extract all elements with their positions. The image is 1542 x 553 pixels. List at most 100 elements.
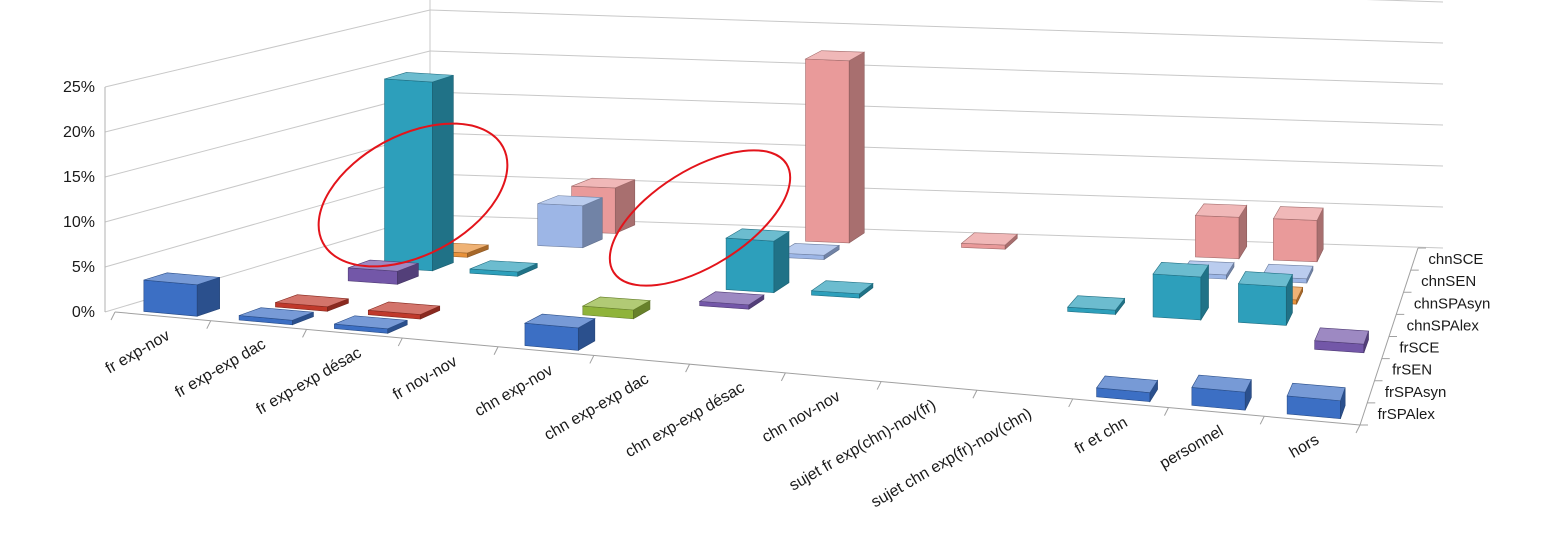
category-label: fr nov-nov bbox=[390, 353, 460, 403]
bar-side-face bbox=[432, 74, 454, 272]
bar-top-face bbox=[1314, 327, 1369, 345]
series-label: frSPAlex bbox=[1378, 406, 1436, 423]
back-wall-gridline bbox=[1366, 0, 1444, 3]
bar-top-face bbox=[810, 280, 874, 295]
bar-frSCE bbox=[1314, 327, 1369, 354]
bar-frSPAlex bbox=[334, 315, 408, 334]
category-tick bbox=[876, 381, 882, 390]
y-tick-label: 15% bbox=[63, 169, 95, 186]
bar-top-face bbox=[1286, 382, 1346, 402]
bar-chnSCE bbox=[960, 232, 1019, 250]
bar-frSEN bbox=[581, 296, 651, 320]
back-wall-gridline bbox=[429, 132, 1444, 167]
bar-chnSPAlex bbox=[810, 280, 874, 299]
series-label: chnSCE bbox=[1428, 251, 1483, 268]
bar-frSPAlex bbox=[1096, 375, 1159, 403]
category-tick bbox=[397, 337, 403, 347]
bar-frSPAsyn bbox=[275, 294, 349, 312]
bar-top-face bbox=[1067, 295, 1126, 311]
side-wall-gridline bbox=[104, 91, 431, 178]
bar-top-face bbox=[1191, 374, 1252, 393]
bar-frSPAlex bbox=[143, 272, 220, 317]
bar-top-face bbox=[143, 272, 220, 286]
bar-frSCE bbox=[347, 259, 419, 285]
bar-front-face bbox=[537, 203, 584, 249]
highlight-ellipse-fr bbox=[317, 122, 509, 268]
bar-top-face bbox=[537, 195, 603, 207]
bar-chnSEN bbox=[778, 243, 841, 261]
bar-top-face bbox=[1152, 261, 1210, 278]
y-tick-label: 0% bbox=[72, 304, 95, 321]
category-tick bbox=[972, 390, 978, 399]
side-wall-gridline bbox=[104, 9, 431, 88]
bar-frSPAlex bbox=[238, 307, 314, 326]
series-label: chnSPAsyn bbox=[1414, 295, 1490, 312]
bar-front-face bbox=[1195, 215, 1240, 260]
category-label: fr exp-exp désac bbox=[253, 344, 364, 418]
bars bbox=[143, 50, 1369, 420]
highlight-ellipse-chn bbox=[608, 149, 792, 287]
bar-front-face bbox=[1273, 218, 1318, 263]
category-tick bbox=[1068, 398, 1074, 408]
series-label: frSCE bbox=[1399, 340, 1439, 357]
bar-top-face bbox=[581, 296, 651, 311]
bar-chnSPAlex bbox=[725, 228, 790, 294]
bar-front-face bbox=[1152, 273, 1202, 321]
y-tick-label: 5% bbox=[72, 259, 95, 276]
y-tick-label: 10% bbox=[63, 214, 95, 231]
bar-chnSCE bbox=[804, 50, 866, 244]
bar-chnSPAlex bbox=[469, 260, 538, 277]
bar-top-face bbox=[334, 315, 408, 330]
bar-top-face bbox=[239, 307, 314, 321]
bar-top-face bbox=[1096, 375, 1159, 393]
category-tick bbox=[589, 355, 595, 364]
bar-top-face bbox=[1237, 271, 1293, 288]
series-label: frSEN bbox=[1392, 362, 1432, 379]
category-tick bbox=[302, 329, 307, 338]
category-axis-line bbox=[114, 311, 1361, 426]
bar-chnSCE bbox=[1272, 206, 1324, 263]
category-tick bbox=[1355, 424, 1361, 434]
bar-top-face bbox=[778, 243, 841, 256]
bar-chnSPAlex bbox=[384, 72, 454, 272]
bar-frSPAlex bbox=[523, 313, 596, 351]
bar-top-face bbox=[698, 291, 765, 306]
bar-side-face bbox=[773, 231, 790, 294]
bar-top-face bbox=[571, 177, 635, 189]
category-label: personnel bbox=[1157, 423, 1226, 473]
category-tick bbox=[110, 311, 116, 321]
back-wall-gridline bbox=[429, 9, 1444, 44]
series-label: chnSEN bbox=[1421, 273, 1476, 290]
category-tick bbox=[780, 372, 786, 382]
bar-top-face bbox=[275, 294, 349, 308]
bar-side-face bbox=[848, 51, 865, 244]
category-label: hors bbox=[1287, 431, 1322, 461]
back-wall-gridline bbox=[429, 50, 1444, 85]
bar-frSPAsyn bbox=[367, 301, 441, 320]
side-wall-gridline bbox=[104, 173, 431, 268]
bar-chnSPAlex bbox=[1152, 261, 1210, 321]
bar-top-face bbox=[523, 313, 596, 329]
bar-chnSPAlex bbox=[1067, 295, 1126, 316]
bar-frSPAlex bbox=[1286, 382, 1346, 420]
bar-frSPAlex bbox=[1191, 374, 1252, 411]
side-wall-gridline bbox=[104, 50, 431, 133]
bar-side-face bbox=[614, 179, 636, 234]
side-wall-gridline bbox=[104, 132, 431, 223]
bar-top-face bbox=[469, 260, 538, 273]
bar-frSCE bbox=[698, 291, 765, 310]
bar-top-face bbox=[368, 301, 440, 315]
bar-front-face bbox=[143, 279, 198, 317]
category-label: chn nov-nov bbox=[759, 388, 843, 446]
back-wall-gridline bbox=[429, 91, 1444, 126]
category-label: chn exp-exp dac bbox=[542, 371, 652, 444]
bar-top-face bbox=[804, 50, 866, 62]
bar-front-face bbox=[1238, 283, 1287, 326]
category-label: fr exp-nov bbox=[103, 327, 173, 377]
bar-chnSPAlex bbox=[1237, 271, 1293, 326]
category-tick bbox=[685, 363, 691, 373]
category-tick bbox=[493, 346, 499, 355]
